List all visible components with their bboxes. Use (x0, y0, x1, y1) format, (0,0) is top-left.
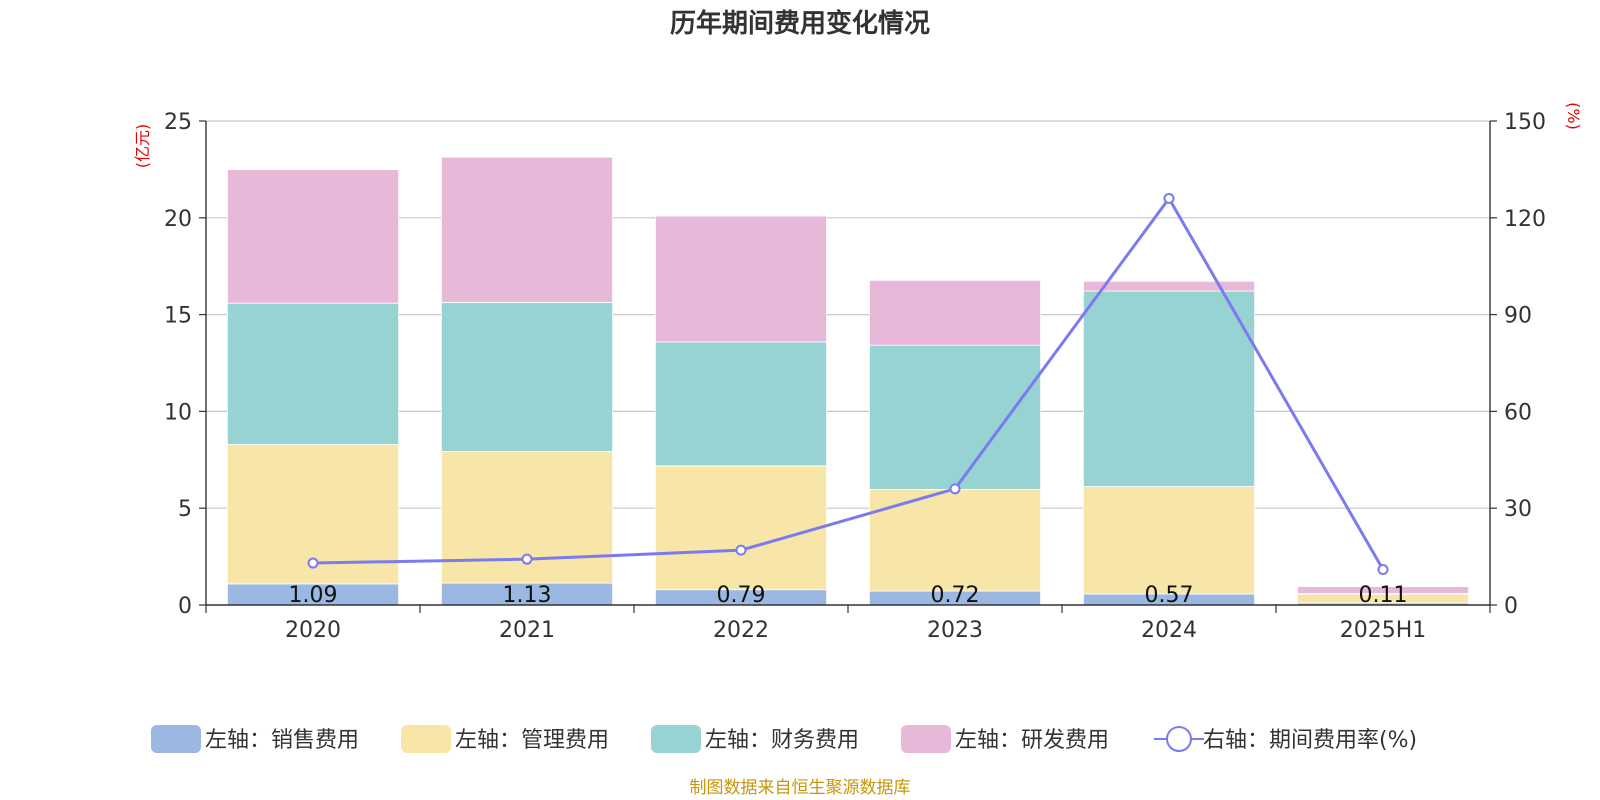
left-axis-unit: (亿元) (133, 124, 152, 169)
left-tick-label: 10 (164, 400, 192, 425)
rate-point (521, 553, 533, 565)
bar-segment (869, 279, 1042, 346)
right-tick-label: 30 (1504, 497, 1532, 522)
rate-point (1377, 564, 1389, 576)
bar-labels: 1.09 1.13 0.79 0.72 0.57 0.11 (289, 583, 1408, 608)
chart-title: 历年期间费用变化情况 (670, 8, 930, 39)
right-tick-label: 150 (1504, 110, 1546, 135)
bar-segment (1083, 280, 1256, 292)
legend: 左轴：销售费用 左轴：管理费用 左轴：财务费用 左轴：研发费用 右轴：期间费用率(%) (151, 725, 1417, 753)
left-tick-label: 20 (164, 207, 192, 232)
x-tick-label: 2025H1 (1340, 618, 1427, 643)
axes: 0 5 10 15 20 25 0 30 60 90 120 150 2020 2021 2022 2023 2… (164, 110, 1546, 643)
x-tick-label: 2021 (499, 618, 555, 643)
legend-swatch (151, 725, 201, 753)
bar-segment (440, 156, 613, 303)
right-tick-label: 90 (1504, 304, 1532, 329)
rate-point (1163, 192, 1175, 204)
x-tick-label: 2020 (285, 618, 341, 643)
left-tick-label: 0 (178, 594, 192, 619)
legend-swatch (401, 725, 451, 753)
bar-value-label: 1.09 (289, 583, 338, 608)
left-tick-label: 5 (178, 497, 192, 522)
rate-point (735, 544, 747, 556)
bar-value-label: 0.57 (1145, 583, 1194, 608)
bar-segment (655, 465, 828, 591)
legend-line-marker (1166, 726, 1192, 752)
grid-lines (206, 120, 1490, 509)
x-tick-label: 2024 (1141, 618, 1197, 643)
source-note: 制图数据来自恒生聚源数据库 (690, 778, 911, 798)
legend-swatch (651, 725, 701, 753)
x-tick-label: 2022 (713, 618, 769, 643)
legend-swatch (901, 725, 951, 753)
bar-segment (226, 169, 399, 304)
legend-label: 左轴：研发费用 (955, 728, 1109, 753)
bar-value-label: 0.79 (717, 583, 766, 608)
rate-line (307, 192, 1389, 576)
bar-segment (655, 215, 828, 343)
x-tick-label: 2023 (927, 618, 983, 643)
bar-segment (1083, 290, 1256, 487)
bar-value-label: 0.11 (1359, 583, 1408, 608)
bar-value-label: 0.72 (931, 583, 980, 608)
rate-point (307, 557, 319, 569)
bar-segment (1083, 486, 1256, 595)
legend-label: 左轴：销售费用 (205, 728, 359, 753)
right-tick-label: 0 (1504, 594, 1518, 619)
right-tick-label: 120 (1504, 207, 1546, 232)
legend-label: 右轴：期间费用率(%) (1203, 728, 1417, 753)
rate-polyline (312, 196, 1385, 571)
bar-segment (440, 302, 613, 452)
bar-segment (1297, 586, 1470, 594)
bar-segment (869, 344, 1042, 490)
legend-label: 左轴：管理费用 (455, 728, 609, 753)
right-axis-unit: (%) (1564, 102, 1583, 130)
legend-label: 左轴：财务费用 (705, 728, 859, 753)
left-tick-label: 25 (164, 110, 192, 135)
right-tick-label: 60 (1504, 400, 1532, 425)
bar-segment (655, 341, 828, 467)
bar-segment (226, 302, 399, 445)
left-tick-label: 15 (164, 304, 192, 329)
bars (226, 156, 1470, 606)
bar-value-label: 1.13 (503, 583, 552, 608)
rate-point (949, 483, 961, 495)
